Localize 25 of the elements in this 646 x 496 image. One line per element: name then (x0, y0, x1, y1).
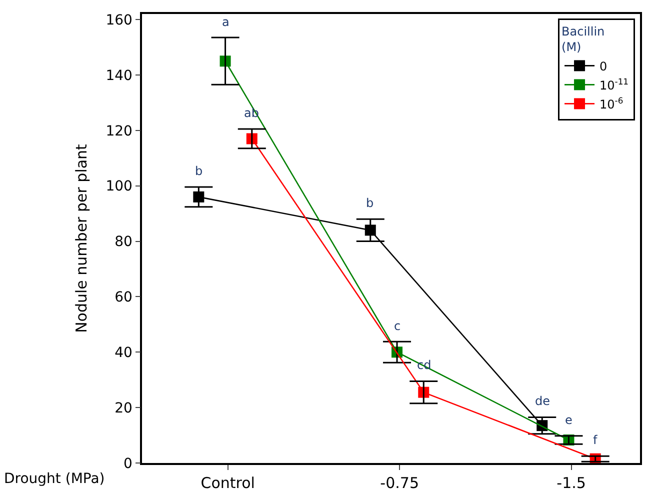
annotation: c (394, 319, 401, 333)
y-tick-label: 40 (114, 345, 132, 362)
y-tick-label: 80 (114, 234, 132, 250)
x-axis-title: Drought (MPa) (4, 471, 105, 487)
y-tick-label: 0 (124, 456, 132, 472)
y-tick-label: 140 (106, 68, 132, 84)
y-tick-label: 120 (106, 123, 132, 140)
legend-label: 10$^{-6}$ (600, 95, 624, 112)
y-tick-label: 160 (106, 12, 132, 28)
annotation: f (593, 433, 598, 447)
annotation: b (366, 196, 374, 210)
annotation: b (195, 164, 203, 178)
y-tick-label: 20 (114, 400, 132, 416)
annotation: a (222, 15, 230, 29)
y-axis-title: Nodule number per plant (72, 144, 90, 333)
annotation: de (535, 394, 550, 408)
legend-title: Bacillin (M) (562, 24, 605, 54)
x-tick-label: -0.75 (380, 474, 419, 492)
x-tick-label: -1.5 (556, 474, 586, 492)
y-tick-label: 100 (106, 178, 132, 195)
legend-label: 10$^{-11}$ (600, 76, 628, 92)
annotation: e (565, 413, 572, 427)
legend-label: 0 (600, 59, 608, 74)
x-tick-label: Control (200, 474, 255, 492)
y-tick-label: 60 (114, 290, 132, 306)
